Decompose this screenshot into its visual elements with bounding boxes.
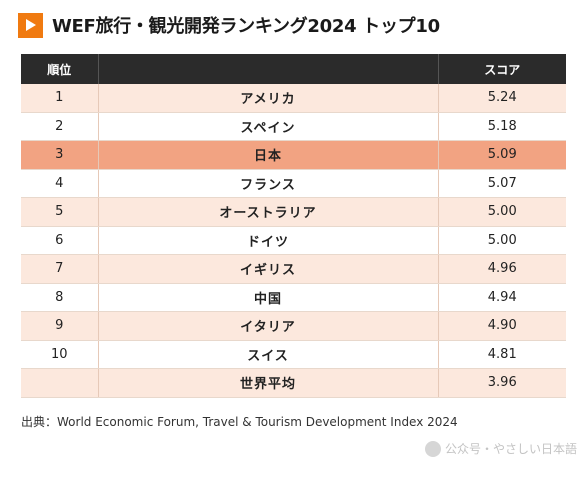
rank-cell: 4	[21, 169, 99, 198]
table-row: 1 アメリカ 5.24	[21, 84, 566, 113]
table-row: 7 イギリス 4.96	[21, 254, 566, 284]
country-cell: 世界平均	[98, 368, 439, 398]
score-cell: 4.96	[438, 254, 566, 284]
country-cell: アメリカ	[98, 84, 439, 113]
score-cell: 5.00	[438, 197, 566, 227]
score-cell: 3.96	[438, 368, 566, 398]
ranking-table: 順位 スコア 1 アメリカ 5.24 2 スペイン 5.18 3 日本 5.09…	[21, 54, 566, 398]
table-row-world-average: 世界平均 3.96	[21, 368, 566, 398]
table-row: 10 スイス 4.81	[21, 340, 566, 369]
table-row: 5 オーストラリア 5.00	[21, 197, 566, 227]
column-header-country	[98, 54, 439, 84]
country-cell: イタリア	[98, 311, 439, 341]
column-header-score: スコア	[438, 54, 566, 84]
table-header-row: 順位 スコア	[21, 54, 566, 84]
country-cell: イギリス	[98, 254, 439, 284]
table-row: 2 スペイン 5.18	[21, 112, 566, 141]
table-row: 9 イタリア 4.90	[21, 311, 566, 341]
rank-cell: 3	[21, 140, 99, 170]
rank-cell: 6	[21, 226, 99, 255]
play-triangle-icon	[18, 12, 43, 38]
source-citation: 出典：World Economic Forum, Travel & Touris…	[21, 415, 458, 429]
country-cell: 中国	[98, 283, 439, 312]
rank-cell: 7	[21, 254, 99, 284]
country-cell: 日本	[98, 140, 439, 170]
country-cell: スイス	[98, 340, 439, 369]
country-cell: ドイツ	[98, 226, 439, 255]
country-cell: スペイン	[98, 112, 439, 141]
score-cell: 5.09	[438, 140, 566, 170]
page-header: WEF旅行・観光開発ランキング2024 トップ10	[18, 12, 440, 38]
country-cell: フランス	[98, 169, 439, 198]
table-row: 4 フランス 5.07	[21, 169, 566, 198]
table-row: 6 ドイツ 5.00	[21, 226, 566, 255]
score-cell: 4.81	[438, 340, 566, 369]
rank-cell: 1	[21, 84, 99, 113]
score-cell: 5.24	[438, 84, 566, 113]
page-title: WEF旅行・観光開発ランキング2024 トップ10	[52, 16, 440, 37]
watermark: 公众号・やさしい日本語	[424, 440, 577, 457]
rank-cell: 10	[21, 340, 99, 369]
watermark-text: 公众号・やさしい日本語	[444, 442, 577, 456]
score-cell: 5.18	[438, 112, 566, 141]
table-row: 8 中国 4.94	[21, 283, 566, 312]
table-row-highlighted: 3 日本 5.09	[21, 140, 566, 170]
score-cell: 4.90	[438, 311, 566, 341]
rank-cell: 2	[21, 112, 99, 141]
score-cell: 5.00	[438, 226, 566, 255]
score-cell: 4.94	[438, 283, 566, 312]
country-cell: オーストラリア	[98, 197, 439, 227]
column-header-rank: 順位	[21, 54, 99, 84]
rank-cell: 5	[21, 197, 99, 227]
rank-cell: 8	[21, 283, 99, 312]
rank-cell: 9	[21, 311, 99, 341]
wechat-icon	[424, 440, 441, 457]
rank-cell	[21, 368, 99, 398]
score-cell: 5.07	[438, 169, 566, 198]
